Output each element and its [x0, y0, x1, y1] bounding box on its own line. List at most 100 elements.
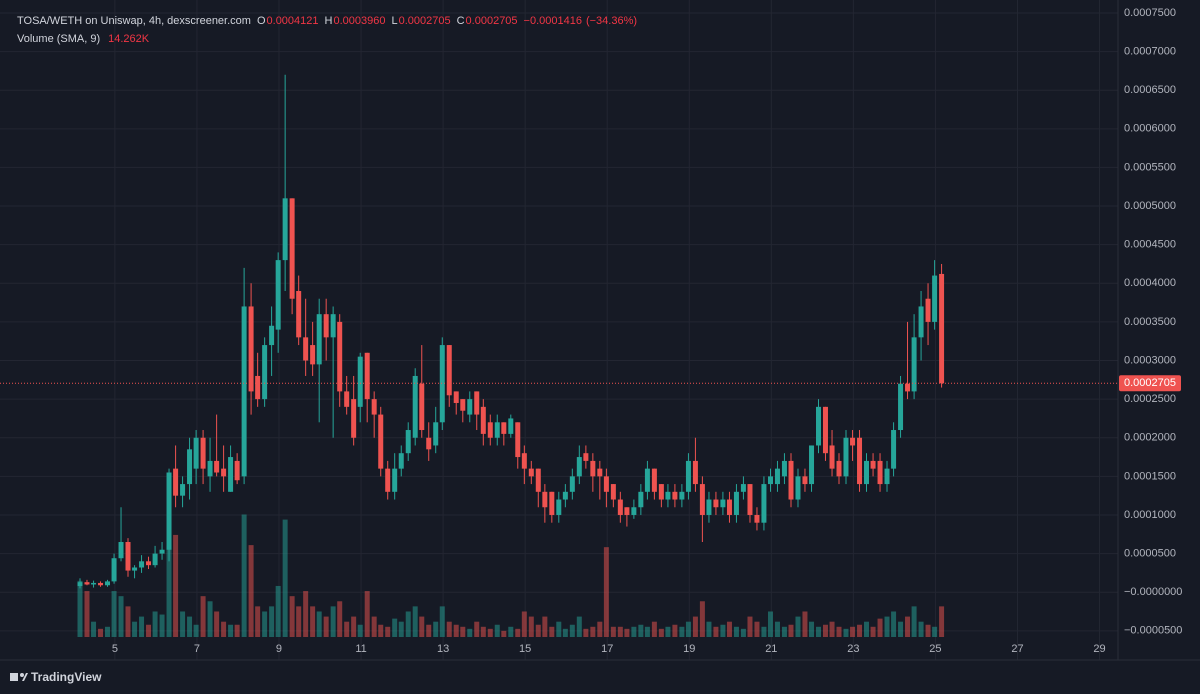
legend-key: C [457, 15, 465, 27]
axes: 0.0007500 0.0007000 0.0006500 0.0006000 0.00… [0, 7, 1182, 655]
x-tick-label: 11 [355, 643, 366, 655]
candle-body [221, 468, 227, 477]
candle-body [77, 582, 83, 587]
volume-bar [549, 626, 555, 637]
volume-bar [433, 621, 439, 637]
candle-body [815, 406, 821, 446]
candle-body [337, 321, 343, 392]
volume-bar [918, 621, 924, 637]
candle-body [535, 468, 541, 492]
y-tick-label: 0.0006500 [1124, 84, 1176, 96]
volume-bar [809, 621, 815, 637]
candle-body [672, 491, 678, 500]
candle-body [214, 460, 220, 473]
volume-bar [303, 591, 309, 637]
volume-bar [453, 624, 459, 637]
candle-body [501, 422, 507, 434]
candle-body [241, 306, 247, 477]
volume-bar [597, 621, 603, 637]
volume-bar [754, 621, 760, 637]
candle-body [84, 582, 90, 585]
volume-bar [747, 616, 753, 637]
volume-bar [275, 585, 281, 637]
volume-bar [726, 621, 732, 637]
volume-bar [474, 621, 480, 637]
volume-bar [371, 616, 377, 637]
volume-bar [583, 628, 589, 637]
candle-body [351, 399, 357, 438]
volume-bar [77, 580, 83, 637]
candle-body [631, 507, 637, 515]
candle-body [446, 345, 452, 396]
volume-bar [638, 624, 644, 637]
volume-bar [193, 624, 199, 637]
volume-bar [508, 626, 514, 637]
volume-bar [139, 616, 145, 637]
candle-body [166, 472, 172, 550]
x-tick-label: 25 [929, 643, 941, 655]
candle-body [809, 445, 815, 485]
volume-bar [439, 606, 445, 637]
candle-body [891, 430, 897, 469]
candle-body [419, 383, 425, 431]
volume-bar [98, 628, 104, 637]
candle-body [269, 325, 275, 346]
candle-body [850, 437, 856, 446]
volume-bar [925, 624, 931, 637]
x-tick-label: 29 [1093, 643, 1105, 655]
candle-body [685, 460, 691, 492]
candle-body [282, 198, 288, 261]
candle-body [487, 422, 493, 438]
candle-body [603, 476, 609, 492]
volume-bar [658, 628, 664, 637]
volume-bar [864, 621, 870, 637]
candle-body [843, 437, 849, 477]
volume-bar [822, 624, 828, 637]
candle-body [795, 476, 801, 500]
x-tick-label: 13 [437, 643, 449, 655]
y-tick-label: 0.0004000 [1124, 277, 1176, 289]
legend-value: 0.0002705 [399, 15, 451, 27]
volume-bar [850, 626, 856, 637]
candle-body [180, 484, 186, 496]
candle-body [385, 468, 391, 492]
legend-value: 0.0004121 [267, 15, 319, 27]
volume-bar [562, 628, 568, 637]
volume-bar [884, 616, 890, 637]
candle-body [781, 460, 787, 477]
volume-bar [282, 519, 288, 637]
candle-body [378, 414, 384, 469]
candle-body [733, 491, 739, 515]
volume-bar [781, 626, 787, 637]
candle-body [761, 484, 767, 523]
volume-bar [248, 545, 254, 637]
volume-bar [480, 626, 486, 637]
x-tick-label: 21 [765, 643, 777, 655]
volume-bar [91, 621, 97, 637]
candle-body [576, 457, 582, 477]
candle-body [139, 561, 145, 568]
volume-bar [289, 596, 295, 637]
candle-body [118, 542, 124, 559]
volume-sma-value: 14.262K [108, 33, 150, 45]
volume-bar [631, 626, 637, 637]
candle-body [720, 499, 726, 508]
y-tick-label: 0.0006000 [1124, 123, 1176, 135]
volume-bar [521, 611, 527, 637]
candle-body [774, 468, 780, 485]
candle-body [303, 337, 309, 361]
candle-body [296, 291, 302, 338]
volume-bar [207, 601, 213, 637]
candle-body [515, 422, 521, 458]
legend-value: 0.0002705 [466, 15, 518, 27]
candle-body [187, 449, 193, 485]
volume-bar [802, 611, 808, 637]
candle-body [918, 306, 924, 338]
volume-bar [911, 606, 917, 637]
y-tick-label: 0.0004500 [1124, 239, 1176, 251]
legend-value: 0.0003960 [333, 15, 385, 27]
volume-bar [569, 624, 575, 637]
y-tick-label: 0.0007000 [1124, 45, 1176, 57]
candle-layer [77, 74, 945, 589]
volume-bar [706, 621, 712, 637]
